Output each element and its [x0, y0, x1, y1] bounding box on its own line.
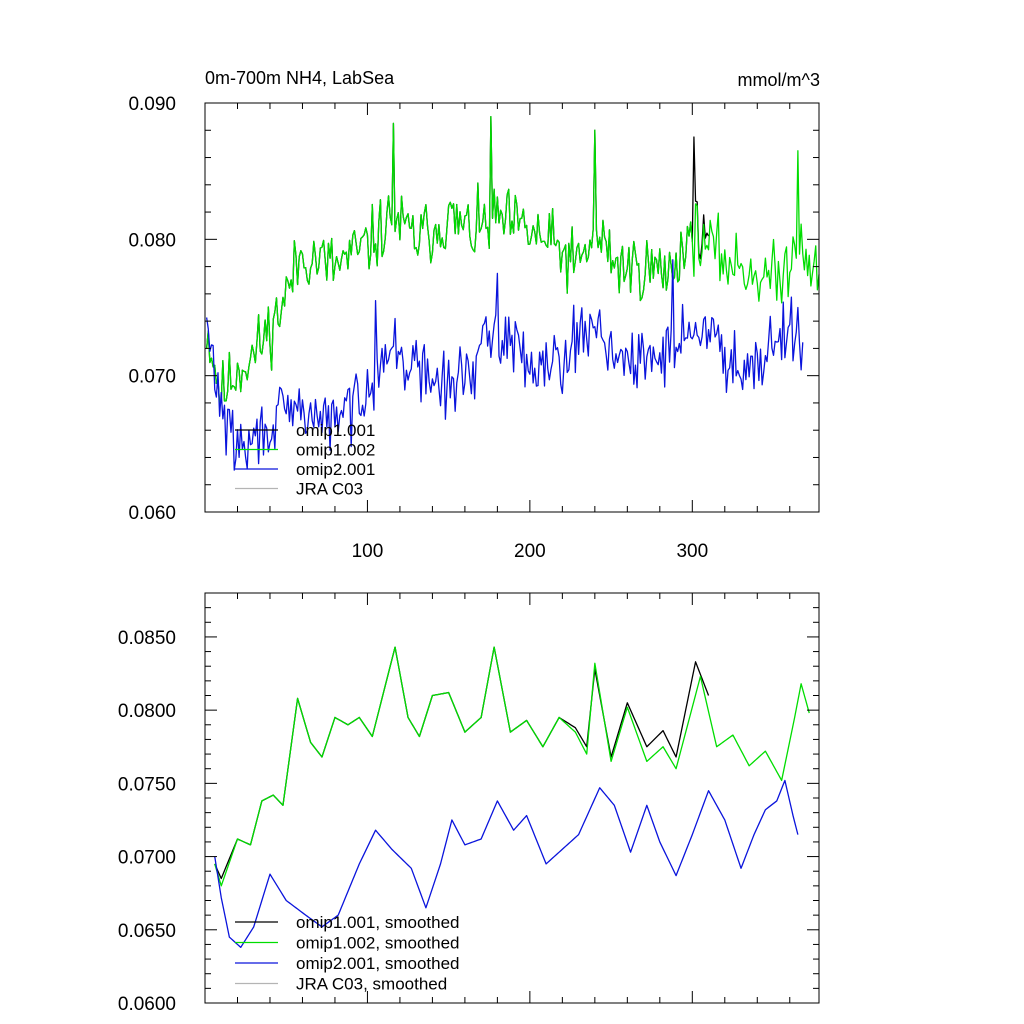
- y-tick-label: 0.060: [128, 503, 176, 524]
- top-axis-ticks: 0.060 0.070 0.080 0.090 100 200 300: [128, 94, 819, 562]
- y-tick-label: 0.0800: [118, 701, 176, 722]
- series-line-0-1: [205, 115, 820, 406]
- y-tick-label: 0.0700: [118, 848, 176, 869]
- top-chart-panel: 0m-700m NH4, LabSea mmol/m^3 0.0600.0700…: [128, 68, 820, 562]
- legend-label: omip1.002: [296, 441, 375, 460]
- y-tick-label: 0.0650: [118, 921, 176, 942]
- bottom-chart-panel: 0.0600 0.0650 0.0700 0.0750 0.0800 0.0850 omi…: [118, 592, 820, 1015]
- legend-label: omip2.001, smoothed: [296, 954, 460, 973]
- bottom-plot-frame: [204, 592, 820, 1004]
- x-tick-label: 200: [514, 541, 546, 562]
- bottom-series-group: [214, 646, 810, 949]
- legend-label: omip1.001: [296, 421, 375, 440]
- x-tick-label: 100: [352, 541, 384, 562]
- legend-label: JRA C03: [296, 480, 363, 499]
- y-tick-label: 0.0750: [118, 774, 176, 795]
- y-tick-label: 0.0850: [118, 628, 176, 649]
- series-line-1-2: [214, 779, 799, 949]
- legend-label: omip2.001: [296, 460, 375, 479]
- top-chart-units: mmol/m^3: [738, 70, 820, 90]
- series-line-0-2: [205, 259, 804, 471]
- bottom-axis-ticks: 0.0600 0.0650 0.0700 0.0750 0.0800 0.0850: [118, 593, 819, 1015]
- y-tick-label: 0.0600: [118, 994, 176, 1015]
- x-tick-label: 300: [676, 541, 708, 562]
- legend-label: omip1.002, smoothed: [296, 934, 460, 953]
- top-chart-title: 0m-700m NH4, LabSea: [205, 68, 395, 88]
- top-series-group: [205, 115, 820, 471]
- legend-label: omip1.001, smoothed: [296, 913, 460, 932]
- top-plot-frame: [204, 102, 820, 513]
- y-tick-label: 0.070: [128, 367, 176, 388]
- bottom-legend: omip1.001, smoothed omip1.002, smoothedom…: [235, 913, 460, 994]
- y-tick-label: 0.080: [128, 230, 176, 251]
- series-line-1-1: [214, 646, 810, 887]
- y-tick-label: 0.090: [128, 94, 176, 115]
- legend-label: JRA C03, smoothed: [296, 975, 447, 994]
